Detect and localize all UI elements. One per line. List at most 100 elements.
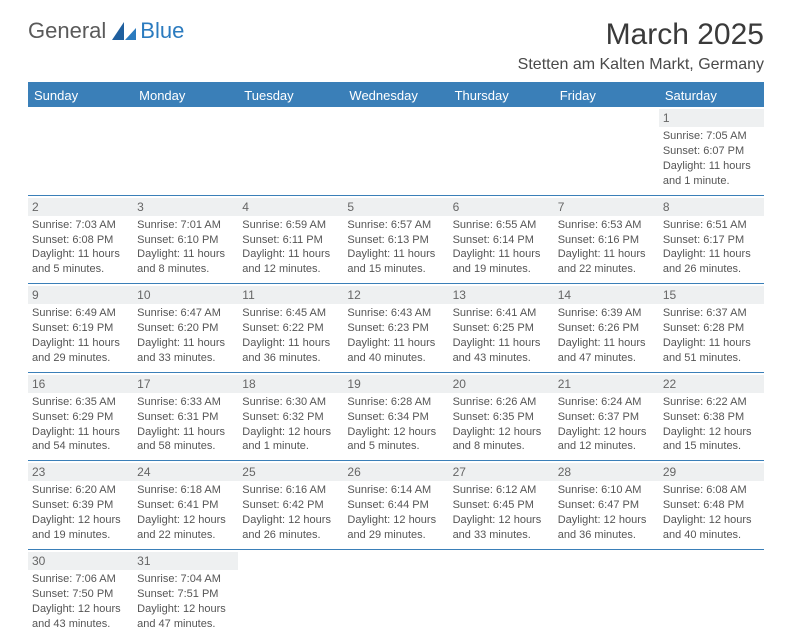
sunset-line: Sunset: 7:51 PM <box>137 587 234 602</box>
calendar-cell: 18Sunrise: 6:30 AMSunset: 6:32 PMDayligh… <box>238 372 343 461</box>
day-number: 17 <box>133 375 238 393</box>
day-number: 11 <box>238 286 343 304</box>
day-header: Thursday <box>449 83 554 107</box>
sunrise-line: Sunrise: 6:28 AM <box>347 395 444 410</box>
calendar-cell: 16Sunrise: 6:35 AMSunset: 6:29 PMDayligh… <box>28 372 133 461</box>
day-number: 13 <box>449 286 554 304</box>
day-header: Monday <box>133 83 238 107</box>
calendar-cell-empty <box>133 107 238 195</box>
daylight-line: Daylight: 12 hours and 19 minutes. <box>32 513 129 543</box>
sunset-line: Sunset: 6:17 PM <box>663 233 760 248</box>
calendar-table: SundayMondayTuesdayWednesdayThursdayFrid… <box>28 82 764 637</box>
daylight-line: Daylight: 11 hours and 54 minutes. <box>32 425 129 455</box>
sunrise-line: Sunrise: 6:49 AM <box>32 306 129 321</box>
sunrise-line: Sunrise: 6:39 AM <box>558 306 655 321</box>
day-header: Tuesday <box>238 83 343 107</box>
calendar-cell-empty <box>238 549 343 637</box>
daylight-line: Daylight: 11 hours and 19 minutes. <box>453 247 550 277</box>
day-header: Friday <box>554 83 659 107</box>
header: General Blue March 2025 Stetten am Kalte… <box>28 18 764 74</box>
calendar-cell-empty <box>659 549 764 637</box>
daylight-line: Daylight: 11 hours and 43 minutes. <box>453 336 550 366</box>
calendar-cell-empty <box>343 549 448 637</box>
sunrise-line: Sunrise: 6:14 AM <box>347 483 444 498</box>
sunrise-line: Sunrise: 6:43 AM <box>347 306 444 321</box>
day-number: 9 <box>28 286 133 304</box>
sunrise-line: Sunrise: 6:45 AM <box>242 306 339 321</box>
daylight-line: Daylight: 11 hours and 33 minutes. <box>137 336 234 366</box>
day-number: 19 <box>343 375 448 393</box>
sunset-line: Sunset: 6:42 PM <box>242 498 339 513</box>
sunrise-line: Sunrise: 6:51 AM <box>663 218 760 233</box>
location: Stetten am Kalten Markt, Germany <box>518 56 764 74</box>
sunrise-line: Sunrise: 7:04 AM <box>137 572 234 587</box>
calendar-cell: 19Sunrise: 6:28 AMSunset: 6:34 PMDayligh… <box>343 372 448 461</box>
calendar-cell-empty <box>449 549 554 637</box>
calendar-cell: 13Sunrise: 6:41 AMSunset: 6:25 PMDayligh… <box>449 284 554 373</box>
calendar-cell: 1Sunrise: 7:05 AMSunset: 6:07 PMDaylight… <box>659 107 764 195</box>
sunrise-line: Sunrise: 6:53 AM <box>558 218 655 233</box>
calendar-cell: 29Sunrise: 6:08 AMSunset: 6:48 PMDayligh… <box>659 461 764 550</box>
sunrise-line: Sunrise: 6:47 AM <box>137 306 234 321</box>
sunrise-line: Sunrise: 7:05 AM <box>663 129 760 144</box>
logo-text-blue: Blue <box>140 18 184 44</box>
sunset-line: Sunset: 6:45 PM <box>453 498 550 513</box>
daylight-line: Daylight: 12 hours and 8 minutes. <box>453 425 550 455</box>
daylight-line: Daylight: 12 hours and 5 minutes. <box>347 425 444 455</box>
sunset-line: Sunset: 6:11 PM <box>242 233 339 248</box>
calendar-row: 23Sunrise: 6:20 AMSunset: 6:39 PMDayligh… <box>28 461 764 550</box>
sunrise-line: Sunrise: 7:03 AM <box>32 218 129 233</box>
sunset-line: Sunset: 6:39 PM <box>32 498 129 513</box>
calendar-cell: 25Sunrise: 6:16 AMSunset: 6:42 PMDayligh… <box>238 461 343 550</box>
sunrise-line: Sunrise: 6:35 AM <box>32 395 129 410</box>
sunset-line: Sunset: 6:37 PM <box>558 410 655 425</box>
calendar-cell: 17Sunrise: 6:33 AMSunset: 6:31 PMDayligh… <box>133 372 238 461</box>
day-number: 28 <box>554 463 659 481</box>
daylight-line: Daylight: 11 hours and 1 minute. <box>663 159 760 189</box>
sunset-line: Sunset: 6:32 PM <box>242 410 339 425</box>
calendar-cell: 30Sunrise: 7:06 AMSunset: 7:50 PMDayligh… <box>28 549 133 637</box>
calendar-cell: 27Sunrise: 6:12 AMSunset: 6:45 PMDayligh… <box>449 461 554 550</box>
daylight-line: Daylight: 11 hours and 15 minutes. <box>347 247 444 277</box>
sunset-line: Sunset: 6:48 PM <box>663 498 760 513</box>
sunset-line: Sunset: 6:31 PM <box>137 410 234 425</box>
sunrise-line: Sunrise: 6:41 AM <box>453 306 550 321</box>
sunset-line: Sunset: 6:16 PM <box>558 233 655 248</box>
calendar-cell: 9Sunrise: 6:49 AMSunset: 6:19 PMDaylight… <box>28 284 133 373</box>
day-header: Wednesday <box>343 83 448 107</box>
sunrise-line: Sunrise: 6:30 AM <box>242 395 339 410</box>
calendar-cell: 22Sunrise: 6:22 AMSunset: 6:38 PMDayligh… <box>659 372 764 461</box>
daylight-line: Daylight: 11 hours and 51 minutes. <box>663 336 760 366</box>
calendar-cell-empty <box>554 107 659 195</box>
sunrise-line: Sunrise: 6:26 AM <box>453 395 550 410</box>
sunset-line: Sunset: 6:38 PM <box>663 410 760 425</box>
day-number: 18 <box>238 375 343 393</box>
day-number: 27 <box>449 463 554 481</box>
calendar-cell-empty <box>28 107 133 195</box>
sunset-line: Sunset: 6:10 PM <box>137 233 234 248</box>
day-number: 3 <box>133 198 238 216</box>
day-number: 15 <box>659 286 764 304</box>
day-number: 21 <box>554 375 659 393</box>
sunset-line: Sunset: 6:14 PM <box>453 233 550 248</box>
day-header: Sunday <box>28 83 133 107</box>
calendar-row: 1Sunrise: 7:05 AMSunset: 6:07 PMDaylight… <box>28 107 764 195</box>
daylight-line: Daylight: 11 hours and 5 minutes. <box>32 247 129 277</box>
sunset-line: Sunset: 6:44 PM <box>347 498 444 513</box>
daylight-line: Daylight: 12 hours and 15 minutes. <box>663 425 760 455</box>
day-number: 25 <box>238 463 343 481</box>
day-number: 30 <box>28 552 133 570</box>
calendar-cell: 8Sunrise: 6:51 AMSunset: 6:17 PMDaylight… <box>659 195 764 284</box>
sunset-line: Sunset: 6:20 PM <box>137 321 234 336</box>
day-number: 26 <box>343 463 448 481</box>
calendar-cell-empty <box>343 107 448 195</box>
day-number: 1 <box>659 109 764 127</box>
sunrise-line: Sunrise: 6:59 AM <box>242 218 339 233</box>
daylight-line: Daylight: 11 hours and 29 minutes. <box>32 336 129 366</box>
calendar-cell: 4Sunrise: 6:59 AMSunset: 6:11 PMDaylight… <box>238 195 343 284</box>
sunset-line: Sunset: 6:26 PM <box>558 321 655 336</box>
sunrise-line: Sunrise: 6:18 AM <box>137 483 234 498</box>
calendar-head: SundayMondayTuesdayWednesdayThursdayFrid… <box>28 83 764 107</box>
daylight-line: Daylight: 12 hours and 12 minutes. <box>558 425 655 455</box>
day-number: 24 <box>133 463 238 481</box>
